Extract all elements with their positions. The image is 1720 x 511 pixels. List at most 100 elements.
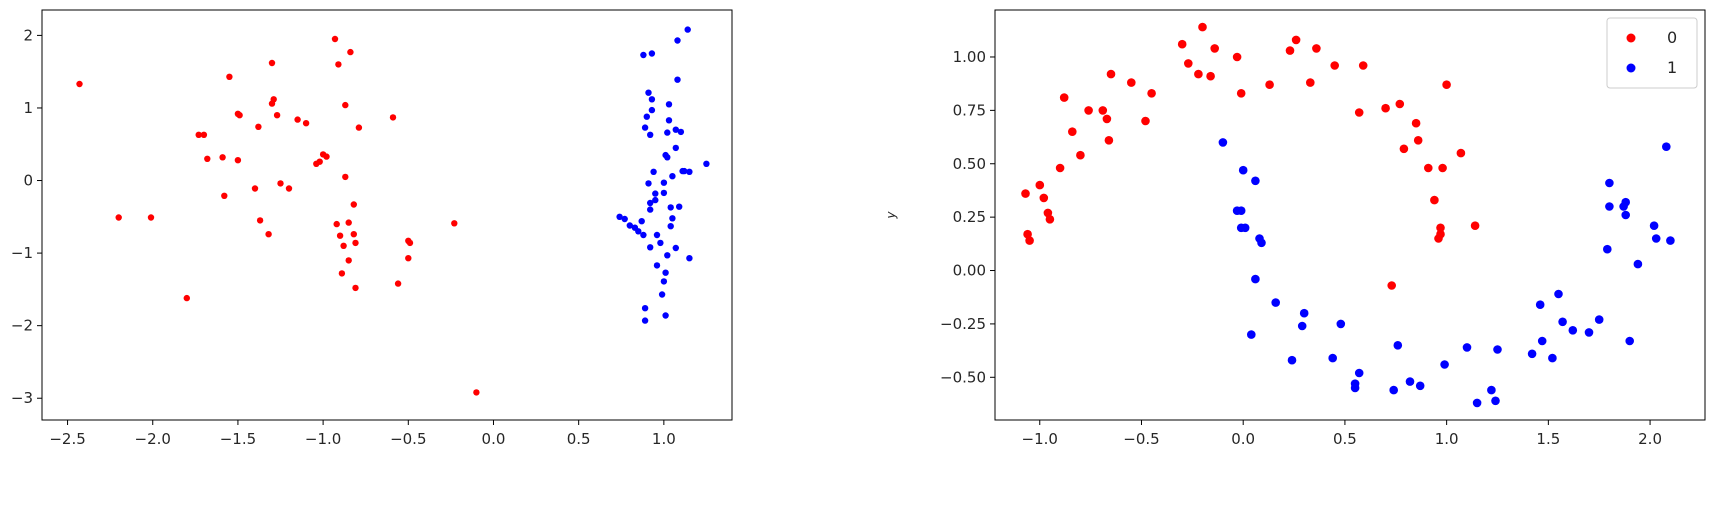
data-point xyxy=(1666,236,1675,245)
data-point xyxy=(340,242,347,249)
data-point xyxy=(1330,61,1339,70)
data-point xyxy=(1240,223,1250,233)
x-tick-label: −2.5 xyxy=(49,430,85,448)
legend-label: 0 xyxy=(1667,28,1677,47)
legend-marker xyxy=(1626,33,1636,43)
y-tick-label: 0.75 xyxy=(953,101,986,119)
data-point xyxy=(1177,39,1187,49)
legend-label: 1 xyxy=(1667,58,1677,77)
data-point xyxy=(1625,336,1634,346)
data-point xyxy=(1291,35,1301,45)
data-point xyxy=(674,76,681,83)
data-point xyxy=(1098,106,1108,115)
series-1 xyxy=(616,26,710,324)
data-point xyxy=(347,48,354,56)
data-point xyxy=(406,239,414,247)
data-point xyxy=(1411,118,1421,128)
data-point xyxy=(1537,336,1547,346)
data-point xyxy=(1405,377,1415,386)
data-point xyxy=(270,96,277,103)
data-point xyxy=(664,252,671,259)
data-point xyxy=(664,129,671,136)
data-point xyxy=(1236,89,1246,98)
data-point xyxy=(1236,206,1246,215)
data-point xyxy=(660,189,668,197)
data-point xyxy=(352,239,359,247)
data-point xyxy=(674,37,681,44)
legend-box xyxy=(1606,17,1698,89)
data-point xyxy=(1662,142,1671,151)
data-point xyxy=(76,80,83,88)
x-tick-label: −0.5 xyxy=(1123,430,1159,448)
x-tick-label: 1.5 xyxy=(1536,430,1560,448)
data-point xyxy=(1651,234,1661,243)
data-point xyxy=(1312,44,1321,53)
data-point xyxy=(331,35,339,43)
data-point xyxy=(665,117,673,124)
data-point xyxy=(1350,383,1360,393)
data-point xyxy=(1527,349,1537,359)
data-point xyxy=(226,73,233,81)
data-point xyxy=(1265,80,1274,89)
y-tick-label: −2 xyxy=(11,317,33,335)
data-point xyxy=(1470,221,1480,230)
data-point xyxy=(1141,116,1150,126)
data-point xyxy=(686,255,693,262)
data-point xyxy=(641,124,649,131)
data-point xyxy=(1487,385,1496,395)
data-point xyxy=(1399,144,1409,154)
data-point xyxy=(662,312,669,319)
data-point xyxy=(255,123,262,130)
x-tick-label: −1.0 xyxy=(1022,430,1058,448)
y-axis-label: y xyxy=(884,211,898,220)
data-point xyxy=(1055,163,1065,173)
data-point xyxy=(641,317,649,324)
data-point xyxy=(1554,289,1563,299)
data-point xyxy=(648,106,656,114)
x-tick-label: 0.0 xyxy=(1231,430,1255,448)
data-point xyxy=(345,219,352,226)
x-tick-label: −0.5 xyxy=(390,430,426,448)
data-point xyxy=(1381,103,1390,113)
data-point xyxy=(1462,343,1472,352)
y-tick-label: −3 xyxy=(11,389,33,407)
x-tick-label: 2.0 xyxy=(1638,430,1662,448)
data-point xyxy=(204,155,211,162)
data-point xyxy=(1045,215,1055,224)
data-point xyxy=(115,214,122,221)
data-point xyxy=(1436,223,1445,233)
x-tick-label: −1.0 xyxy=(305,430,341,448)
data-point xyxy=(1084,106,1093,115)
y-tick-label: 1 xyxy=(23,99,33,117)
data-point xyxy=(669,215,676,222)
data-point xyxy=(1430,195,1439,205)
data-point xyxy=(1232,52,1242,62)
data-point xyxy=(405,255,412,262)
data-point xyxy=(1285,46,1295,55)
x-tick-label: 1.0 xyxy=(652,430,676,448)
data-point xyxy=(640,231,647,239)
data-point xyxy=(1354,108,1364,117)
data-point xyxy=(352,284,359,292)
data-point xyxy=(1247,330,1256,339)
data-point xyxy=(1306,78,1315,87)
data-point xyxy=(676,203,683,210)
data-point xyxy=(657,239,664,247)
data-point xyxy=(183,294,190,302)
data-point xyxy=(1395,99,1405,109)
data-point xyxy=(1393,341,1403,350)
data-point xyxy=(662,269,669,276)
data-point xyxy=(1106,69,1116,79)
data-point xyxy=(1025,236,1034,245)
series-0 xyxy=(76,35,480,396)
data-point xyxy=(333,220,340,228)
data-point xyxy=(1104,136,1114,145)
data-point xyxy=(647,131,654,138)
data-point xyxy=(1442,80,1451,89)
data-point xyxy=(302,120,310,127)
data-point xyxy=(1068,127,1077,136)
data-point xyxy=(1621,197,1630,207)
y-tick-label: 1.00 xyxy=(953,48,986,66)
x-tick-label: 1.0 xyxy=(1435,430,1459,448)
